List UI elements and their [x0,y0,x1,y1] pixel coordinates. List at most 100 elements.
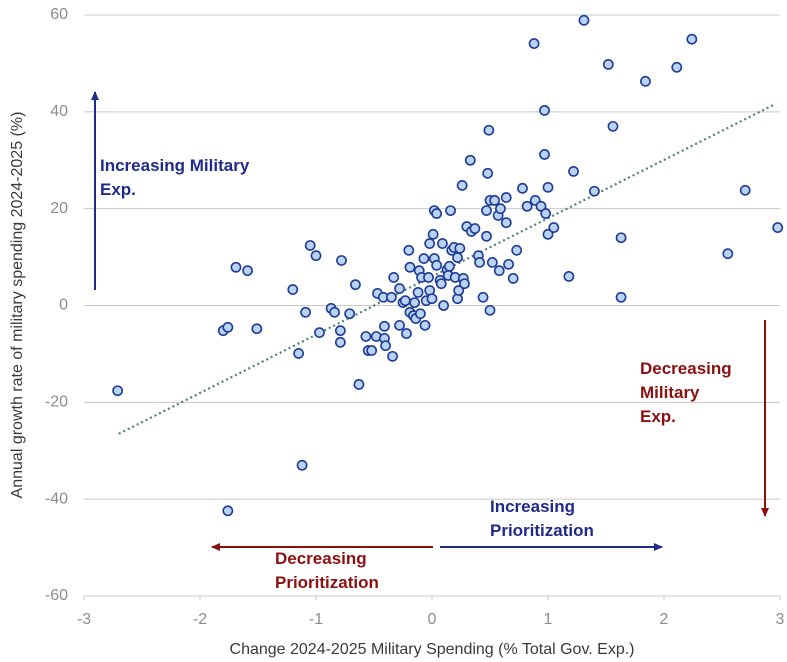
point [300,306,311,318]
annotation-line: Exp. [640,407,676,426]
y-tick-label: 0 [59,297,68,314]
point [568,165,579,177]
point [528,38,540,49]
point [296,459,308,471]
point [615,291,627,303]
point [427,228,439,240]
point [454,242,466,254]
point [222,505,234,517]
point [521,200,533,212]
annotation-line: Military [640,383,700,402]
point [112,385,124,397]
point [539,104,550,116]
point [394,283,405,294]
point [542,181,554,193]
point [437,238,448,249]
point [481,205,492,217]
x-tick-label: 1 [544,611,553,628]
point [477,291,489,303]
point [686,33,698,45]
annotation-line: Decreasing [640,359,732,378]
point [493,265,505,277]
point [542,228,554,240]
grid [83,14,781,600]
annotation-line: Exp. [100,180,136,199]
point [360,331,372,342]
point [329,306,340,318]
point [722,248,734,260]
point [602,58,614,70]
point [431,259,443,271]
x-tick-label: 3 [776,611,785,628]
point [452,252,463,263]
point [314,327,325,339]
point [481,230,492,242]
point [640,75,651,87]
point [380,340,391,352]
point [350,279,361,291]
point [615,232,627,244]
point [409,297,420,308]
point [459,278,470,290]
point [443,260,455,272]
point [304,240,316,251]
point [739,184,751,196]
point [251,323,263,335]
point [353,379,365,390]
point [287,284,299,295]
point [403,244,415,256]
x-tick-label: -3 [77,611,91,628]
point [539,149,550,160]
annotation-line: Increasing Military [100,156,250,175]
point [426,293,438,305]
point [484,304,496,316]
point [469,223,481,234]
y-tick-label: -20 [45,394,68,411]
x-tick-label: 0 [428,611,437,628]
x-tick-label: 2 [660,611,669,628]
point [540,208,552,219]
y-tick-label: 40 [50,103,68,120]
y-tick-label: 20 [50,200,68,217]
point [511,244,523,256]
point [438,300,449,311]
point [336,255,347,266]
point [222,321,234,333]
point [344,308,356,320]
point [456,180,468,191]
annotation-line: Decreasing [275,549,367,568]
point [563,271,575,282]
point [334,325,346,337]
annotation: Decreasing Military Exp. [640,359,732,426]
point [500,192,512,203]
point [482,167,494,179]
x-axis-label: Change 2024-2025 Military Spending (% To… [230,641,635,658]
point [507,272,519,284]
point [578,14,590,26]
point [414,308,426,320]
point [419,319,431,331]
point [431,208,443,219]
point [230,261,242,273]
point [517,182,528,194]
point [503,258,514,270]
point [464,154,476,166]
x-tick-label: -1 [309,611,323,628]
point [399,295,411,307]
x-tick-label: -2 [193,611,207,628]
point [489,195,501,206]
point [483,124,495,136]
point [310,250,322,262]
point [242,265,253,277]
point [486,257,498,268]
point [412,287,424,298]
point [293,348,304,359]
point [418,253,430,264]
point [388,272,400,283]
point [401,328,412,339]
points [112,14,784,517]
annotation: Increasing Military Exp. [100,156,250,199]
annotation-line: Prioritization [490,521,594,540]
point [445,205,456,217]
